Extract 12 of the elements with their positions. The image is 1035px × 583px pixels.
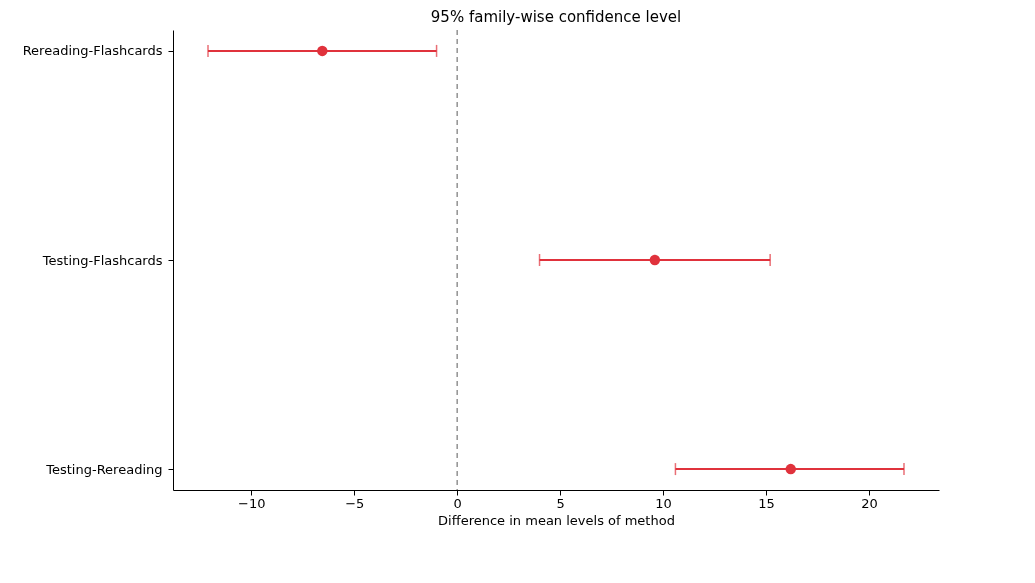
chart-title: 95% family-wise confidence level — [430, 8, 682, 27]
y-tick-label: Rereading-Flashcards — [22, 43, 163, 59]
x-tick-label: 5 — [556, 495, 565, 511]
x-axis-title: Difference in mean levels of method — [438, 512, 675, 528]
y-tick-label: Testing-Rereading — [45, 461, 163, 477]
x-tick-label: −10 — [238, 495, 266, 511]
x-tick-label: 20 — [861, 495, 878, 511]
y-tick-label: Testing-Flashcards — [41, 252, 163, 268]
x-tick-label: 10 — [655, 495, 672, 511]
x-tick-label: 0 — [453, 495, 462, 511]
x-tick-label: 15 — [758, 495, 775, 511]
x-tick-label: −5 — [345, 495, 365, 511]
